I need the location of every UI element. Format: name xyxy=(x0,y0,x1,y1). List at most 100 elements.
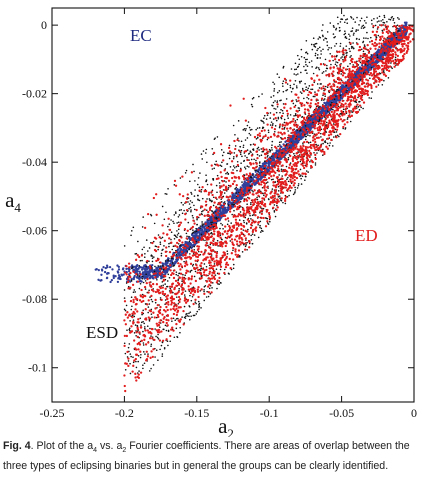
data-point-ed xyxy=(355,98,358,101)
data-point-esd xyxy=(123,308,126,311)
data-point-esd xyxy=(186,250,189,252)
data-point-esd xyxy=(289,84,292,87)
data-point-esd xyxy=(305,69,307,71)
data-point-esd xyxy=(148,303,151,305)
data-point-esd xyxy=(286,196,289,198)
data-point-ec xyxy=(180,252,184,255)
data-point-ec xyxy=(226,206,230,209)
data-point-esd xyxy=(182,204,184,206)
data-point-ed xyxy=(259,205,262,208)
data-point-ec xyxy=(258,171,261,174)
data-point-ec xyxy=(279,157,282,160)
data-point-ec xyxy=(360,64,364,67)
data-point-esd xyxy=(139,259,142,262)
data-point-ec xyxy=(299,137,302,141)
data-point-esd xyxy=(195,230,198,233)
data-point-esd xyxy=(141,313,143,316)
data-point-esd xyxy=(220,149,223,151)
data-point-esd xyxy=(173,264,175,267)
data-point-esd xyxy=(148,260,150,263)
data-point-esd xyxy=(309,160,311,163)
data-point-ed xyxy=(127,262,131,265)
data-point-ed xyxy=(256,173,259,176)
data-point-ec xyxy=(252,175,256,179)
data-point-esd xyxy=(324,37,326,40)
data-point-esd xyxy=(294,191,296,193)
data-point-esd xyxy=(383,14,386,17)
data-point-esd xyxy=(188,203,191,205)
data-point-esd xyxy=(299,175,301,178)
data-point-esd xyxy=(211,221,214,223)
data-point-ec xyxy=(353,82,357,85)
data-point-ed xyxy=(175,307,178,310)
data-point-esd xyxy=(339,21,342,23)
data-point-ec xyxy=(238,198,241,201)
data-point-ed xyxy=(403,39,406,43)
data-point-esd xyxy=(262,192,264,195)
data-point-esd xyxy=(178,287,180,290)
data-point-ed xyxy=(374,33,377,37)
data-point-ec xyxy=(133,274,136,278)
data-point-esd xyxy=(358,38,361,41)
data-point-esd xyxy=(360,27,363,29)
data-point-esd xyxy=(261,186,264,189)
data-point-esd xyxy=(241,181,243,183)
data-point-esd xyxy=(175,327,178,330)
data-point-ec xyxy=(317,107,321,111)
data-point-esd xyxy=(219,164,222,167)
data-point-esd xyxy=(157,338,160,340)
data-point-esd xyxy=(257,223,259,226)
data-point-esd xyxy=(322,142,324,145)
data-point-esd xyxy=(376,17,379,19)
data-point-esd xyxy=(211,168,214,170)
data-point-esd xyxy=(272,122,274,125)
data-point-esd xyxy=(171,248,174,251)
data-point-esd xyxy=(271,144,273,146)
data-point-esd xyxy=(159,348,161,351)
data-point-esd xyxy=(138,265,141,267)
data-point-ec xyxy=(323,101,326,105)
data-point-esd xyxy=(304,179,306,181)
data-point-esd xyxy=(172,317,175,320)
data-point-esd xyxy=(191,265,194,267)
data-point-esd xyxy=(286,115,289,117)
data-point-ed xyxy=(251,199,254,202)
data-point-ec xyxy=(134,265,137,268)
data-point-esd xyxy=(349,62,351,65)
data-point-esd xyxy=(256,196,258,199)
data-point-esd xyxy=(358,109,361,111)
data-point-esd xyxy=(198,186,201,189)
data-point-esd xyxy=(175,212,177,215)
data-point-esd xyxy=(355,30,357,33)
data-point-esd xyxy=(360,106,362,109)
data-point-esd xyxy=(308,61,311,64)
data-point-ec xyxy=(227,202,230,205)
data-point-esd xyxy=(282,201,284,204)
data-point-esd xyxy=(296,100,298,103)
data-point-ed xyxy=(288,150,291,154)
data-point-esd xyxy=(221,161,223,164)
data-point-esd xyxy=(289,114,292,116)
data-point-ec xyxy=(117,274,121,277)
data-point-esd xyxy=(343,33,346,36)
data-point-ec xyxy=(223,207,226,210)
data-point-esd xyxy=(141,275,144,278)
data-point-esd xyxy=(272,81,274,84)
data-point-esd xyxy=(300,183,303,185)
data-point-esd xyxy=(182,273,184,276)
data-point-esd xyxy=(176,335,178,338)
data-point-esd xyxy=(168,276,171,279)
data-point-esd xyxy=(133,332,136,334)
data-point-esd xyxy=(336,54,338,57)
data-point-esd xyxy=(351,111,353,114)
data-point-esd xyxy=(193,249,196,251)
data-point-esd xyxy=(339,29,341,32)
data-point-esd xyxy=(147,306,150,308)
data-point-esd xyxy=(150,241,152,244)
data-point-esd xyxy=(381,84,384,86)
data-point-esd xyxy=(250,128,253,131)
data-point-esd xyxy=(133,315,136,318)
data-point-esd xyxy=(298,63,300,66)
data-point-esd xyxy=(301,115,304,118)
data-point-esd xyxy=(322,24,324,26)
